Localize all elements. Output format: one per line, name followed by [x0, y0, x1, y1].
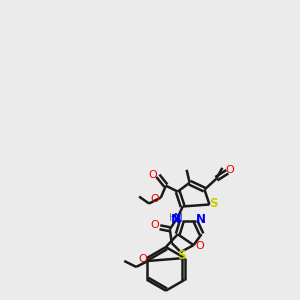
Text: O: O	[151, 194, 159, 203]
Text: N: N	[196, 213, 206, 226]
Text: O: O	[151, 220, 159, 230]
Text: H: H	[169, 213, 177, 224]
Text: N: N	[174, 212, 183, 225]
Text: O: O	[195, 241, 204, 251]
Text: O: O	[226, 165, 235, 175]
Text: O: O	[148, 170, 157, 180]
Text: N: N	[171, 213, 181, 226]
Text: S: S	[209, 197, 218, 210]
Text: O: O	[139, 254, 147, 264]
Text: S: S	[178, 248, 186, 262]
